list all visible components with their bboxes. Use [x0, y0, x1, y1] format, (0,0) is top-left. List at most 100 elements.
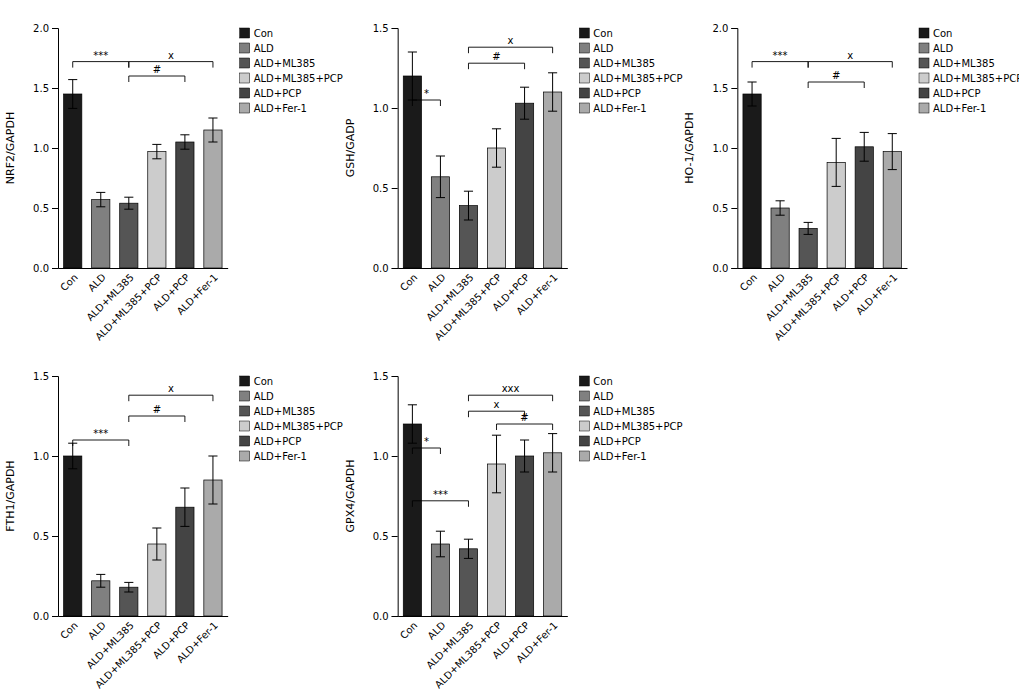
- axis-domain: [392, 29, 399, 269]
- y-tick-label: 2.0: [33, 23, 49, 34]
- bracket-line: [129, 416, 185, 422]
- bracket-label: #: [832, 70, 840, 81]
- plot-area: [64, 443, 222, 616]
- y-tick: 1.5: [712, 83, 737, 94]
- bracket-label: #: [492, 51, 500, 62]
- significance-bracket: #: [129, 404, 185, 422]
- legend-label: ALD+Fer-1: [254, 451, 307, 462]
- x-tick: ALD+ML385: [424, 620, 475, 671]
- bar-chart: 0.00.51.01.52.0ConALDALD+ML385ALD+ML385+…: [4, 23, 343, 343]
- bracket-line: [129, 395, 213, 401]
- error-bar: [747, 82, 756, 106]
- bracket-label: *: [424, 436, 429, 447]
- axis-domain: [392, 377, 399, 617]
- y-tick-label: 1.0: [712, 143, 728, 154]
- bracket-label: xxx: [502, 383, 520, 394]
- bracket-line: [468, 63, 524, 69]
- y-tick-mark: [52, 536, 58, 537]
- bracket-label: #: [520, 412, 528, 423]
- bracket-label: ***: [433, 489, 448, 500]
- y-tick: 1.5: [33, 371, 58, 382]
- legend-swatch: [919, 58, 929, 68]
- error-bar: [208, 456, 217, 504]
- y-axis-title: FTH1/GAPDH: [4, 460, 17, 531]
- y-tick-label: 1.5: [373, 371, 389, 382]
- y-tick-mark: [52, 376, 58, 377]
- error-bar: [68, 443, 77, 469]
- y-tick-label: 0.5: [712, 203, 728, 214]
- legend-item: Con: [240, 28, 273, 39]
- significance-bracket: x: [808, 50, 892, 68]
- legend-swatch: [240, 451, 250, 461]
- y-tick: 0.0: [33, 611, 58, 622]
- plot-area: [403, 52, 561, 268]
- bar: [176, 142, 194, 268]
- bar: [515, 103, 533, 268]
- y-tick-mark: [731, 148, 737, 149]
- bracket-line: [412, 501, 468, 507]
- y-tick-label: 0.0: [33, 611, 49, 622]
- axis-domain: [52, 377, 59, 617]
- y-tick-label: 1.0: [373, 103, 389, 114]
- x-tick-label: Con: [398, 272, 420, 294]
- legend-item: ALD+Fer-1: [919, 103, 986, 114]
- bracket-line: [808, 82, 864, 88]
- y-tick-mark: [731, 208, 737, 209]
- x-tick-label: ALD: [425, 619, 447, 641]
- significance-bracket: ***: [73, 50, 129, 68]
- x-tick-label: ALD+ML385: [424, 272, 475, 323]
- y-tick-label: 2.0: [712, 23, 728, 34]
- legend-label: ALD+PCP: [593, 88, 641, 99]
- legend-swatch: [579, 391, 589, 401]
- significance-bracket: x: [129, 50, 213, 68]
- y-tick-label: 0.5: [373, 183, 389, 194]
- y-axis: 0.00.51.01.52.0: [33, 23, 58, 274]
- x-axis: ConALDALD+ML385ALD+ML385+PCPALD+PCPALD+F…: [58, 617, 228, 691]
- y-tick-mark: [392, 28, 398, 29]
- figure: 0.00.51.01.52.0ConALDALD+ML385ALD+ML385+…: [0, 0, 1019, 696]
- legend-item: ALD+ML385: [579, 406, 655, 417]
- y-tick-mark: [731, 28, 737, 29]
- x-tick-label: ALD+Fer-1: [514, 620, 559, 665]
- legend-swatch: [579, 406, 589, 416]
- error-bar: [208, 118, 217, 142]
- bracket-label: #: [153, 64, 161, 75]
- legend-item: ALD+ML385: [240, 58, 316, 69]
- bracket-label: ***: [93, 50, 108, 61]
- legend-swatch: [240, 406, 250, 416]
- error-bar: [860, 132, 869, 161]
- legend-label: ALD+PCP: [254, 436, 302, 447]
- error-bar: [408, 52, 417, 100]
- legend-swatch: [579, 28, 589, 38]
- legend-label: ALD+ML385+PCP: [254, 73, 343, 84]
- legend-swatch: [919, 73, 929, 83]
- legend-label: ALD+ML385: [593, 58, 655, 69]
- y-axis: 0.00.51.01.5: [33, 371, 58, 622]
- bracket-line: [468, 47, 552, 53]
- x-tick-label: Con: [58, 620, 80, 642]
- y-tick-mark: [392, 376, 398, 377]
- legend-item: ALD+Fer-1: [579, 103, 646, 114]
- legend-label: ALD: [254, 391, 274, 402]
- y-tick-label: 1.0: [33, 451, 49, 462]
- error-bar: [408, 405, 417, 443]
- axis-domain: [731, 29, 738, 269]
- legend-label: ALD: [933, 43, 953, 54]
- significance-bracket: ***: [752, 50, 808, 68]
- bracket-line: [73, 440, 129, 446]
- significance-bracket: *: [412, 436, 440, 454]
- bracket-label: #: [153, 404, 161, 415]
- legend-item: Con: [579, 28, 612, 39]
- x-tick: ALD+Fer-1: [514, 620, 559, 665]
- significance-bracket: x: [129, 383, 213, 401]
- error-bar: [436, 531, 445, 557]
- legend-item: ALD+PCP: [579, 88, 641, 99]
- x-tick: ALD+Fer-1: [175, 272, 220, 317]
- legend-label: ALD: [254, 43, 274, 54]
- y-tick-label: 0.0: [373, 263, 389, 274]
- legend-swatch: [579, 58, 589, 68]
- legend-swatch: [240, 421, 250, 431]
- legend-item: ALD+ML385: [579, 58, 655, 69]
- legend-swatch: [579, 73, 589, 83]
- y-tick: 1.5: [33, 83, 58, 94]
